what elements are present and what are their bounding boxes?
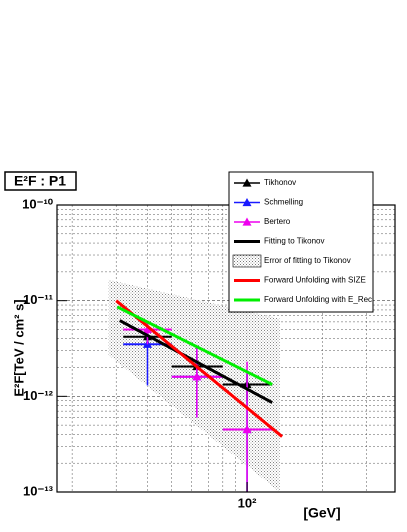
x-tick-label: 10² bbox=[238, 495, 257, 510]
legend-label: Bertero bbox=[264, 217, 291, 226]
title-box bbox=[4, 171, 77, 191]
axes: 10⁻¹³ 10⁻¹² 10⁻¹¹ 10⁻¹⁰ 10² bbox=[22, 196, 257, 510]
legend: Tikhonov Schmelling Bertero Fitting to Tiko… bbox=[228, 171, 374, 313]
data-point bbox=[142, 324, 152, 334]
legend-label: Error of fitting to Tikonov bbox=[264, 256, 351, 265]
y-axis-label: E²F[TeV / cm² s] bbox=[11, 299, 26, 396]
chart-title: E²F : P1 bbox=[14, 173, 66, 189]
legend-swatch bbox=[242, 198, 252, 207]
y-tick-label: 10⁻¹¹ bbox=[23, 292, 53, 307]
plot-area bbox=[108, 279, 284, 492]
legend-label: Forward Unfolding with SIZE bbox=[264, 276, 366, 285]
legend-label: Fitting to Tikonov bbox=[264, 237, 324, 246]
y-tick-label: 10⁻¹⁰ bbox=[22, 196, 54, 211]
y-tick-label: 10⁻¹² bbox=[23, 388, 54, 403]
fit-line bbox=[116, 305, 273, 386]
legend-label: Forward Unfolding with E_Rec bbox=[264, 295, 372, 304]
legend-swatch bbox=[242, 217, 252, 226]
legend-label: Tikhonov bbox=[264, 178, 296, 187]
legend-swatch bbox=[232, 254, 262, 268]
fit-line bbox=[119, 319, 273, 404]
fit-line bbox=[115, 299, 284, 438]
y-tick-label: 10⁻¹³ bbox=[23, 483, 54, 498]
x-axis-label: [GeV] bbox=[303, 505, 340, 521]
legend-swatch bbox=[242, 178, 252, 187]
plot-frame bbox=[56, 204, 396, 493]
data-point bbox=[192, 372, 202, 381]
legend-label: Schmelling bbox=[264, 198, 303, 207]
data-point bbox=[242, 425, 252, 434]
